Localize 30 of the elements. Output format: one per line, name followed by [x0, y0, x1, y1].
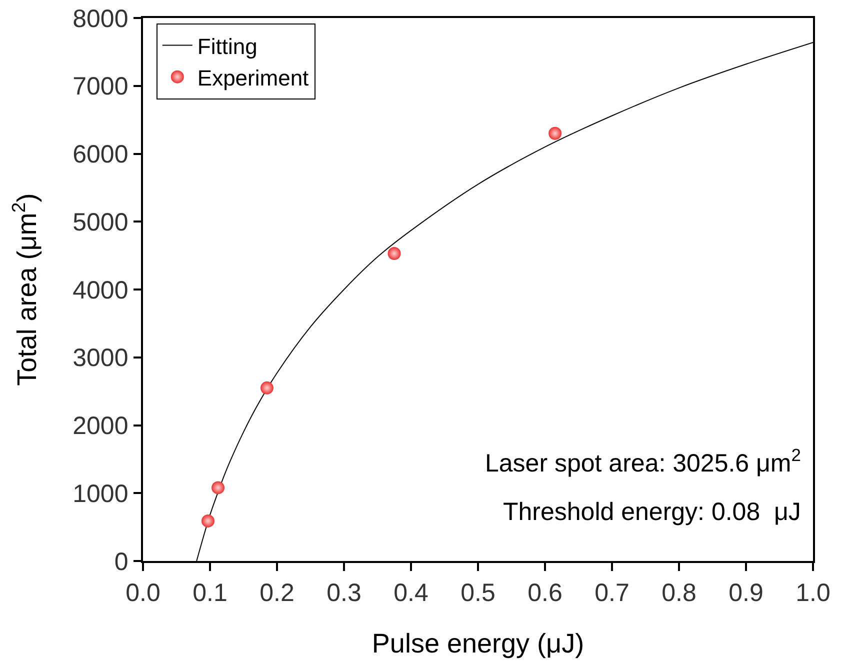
- y-tick-label: 2000: [72, 412, 128, 440]
- x-tick-label: 0.5: [460, 578, 496, 607]
- y-tick-label: 3000: [72, 344, 128, 372]
- x-tick-label: 1.0: [796, 578, 830, 607]
- x-tick-label: 0.3: [326, 578, 362, 607]
- legend-label: Experiment: [197, 65, 309, 90]
- point: [388, 247, 401, 260]
- x-tick-label: 0.0: [126, 578, 160, 607]
- x-tick-label: 0.6: [528, 578, 562, 607]
- y-tick-label: 5000: [72, 208, 128, 236]
- x-tick-label: 0.4: [394, 578, 428, 607]
- point: [260, 381, 274, 394]
- y-tick-label: 7000: [72, 72, 128, 101]
- x-axis-title: Pulse energy (μJ): [372, 628, 584, 659]
- annotation: Laser spot area: 3025.6 μm$^{2}$: [485, 445, 801, 478]
- point: [201, 514, 214, 528]
- point: [212, 481, 225, 494]
- x-tick-label: 0.9: [728, 578, 764, 607]
- y-tick-label: 1000: [72, 480, 128, 508]
- x-tick-label: 0.2: [260, 578, 294, 607]
- point: [548, 126, 562, 140]
- y-tick-label: 8000: [72, 4, 128, 33]
- x-tick-label: 0.7: [594, 578, 630, 607]
- y-tick-label: 4000: [72, 276, 128, 304]
- legend-label: Fitting: [197, 34, 258, 59]
- y-tick-label: 6000: [72, 140, 128, 168]
- x-tick-label: 0.8: [662, 578, 696, 607]
- annotation: Threshold energy: 0.08 μJ: [503, 498, 801, 526]
- y-tick-label: 0: [114, 548, 128, 576]
- x-tick-label: 0.1: [192, 578, 228, 607]
